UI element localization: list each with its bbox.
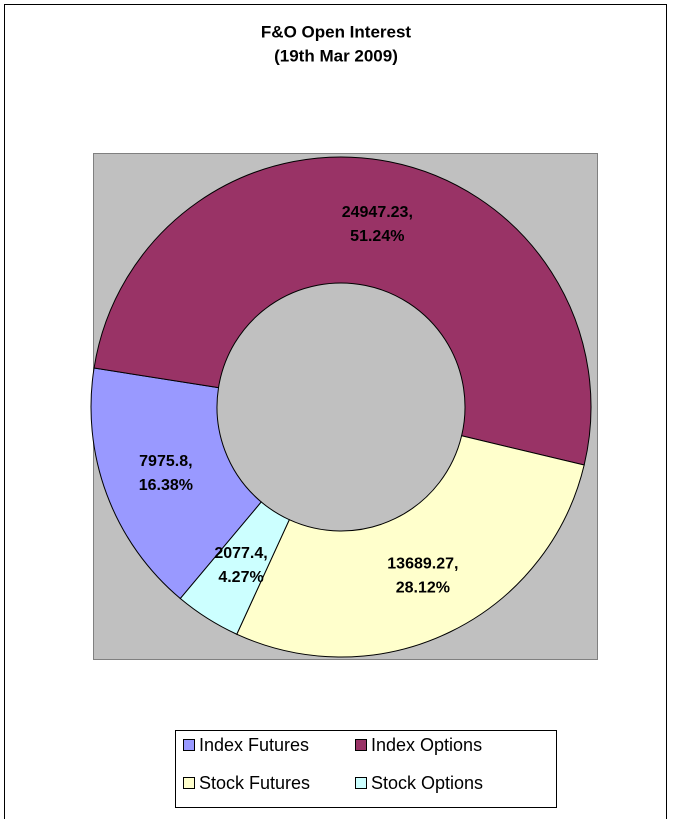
data-label: 28.12% [396, 579, 450, 596]
chart-subtitle: (19th Mar 2009) [274, 46, 398, 65]
data-label: 7975.8, [139, 453, 192, 470]
data-label: 4.27% [218, 569, 263, 586]
legend-swatch [355, 777, 367, 789]
legend-label: Stock Options [371, 773, 483, 793]
slice [179, 501, 290, 635]
slice [90, 367, 262, 600]
legend-label: Index Options [371, 735, 482, 755]
legend-swatch [183, 739, 195, 751]
legend-swatch [355, 739, 367, 751]
slice [93, 156, 592, 466]
data-label: 2077.4, [214, 545, 267, 562]
data-label: 13689.27, [387, 555, 458, 572]
data-label: 16.38% [139, 477, 193, 494]
legend-label: Index Futures [199, 735, 309, 755]
slice [236, 435, 585, 658]
legend-label: Stock Futures [199, 773, 310, 793]
data-label: 51.24% [350, 228, 404, 245]
chart-title: F&O Open Interest [261, 22, 412, 41]
data-label: 24947.23, [342, 204, 413, 221]
legend-swatch [183, 777, 195, 789]
